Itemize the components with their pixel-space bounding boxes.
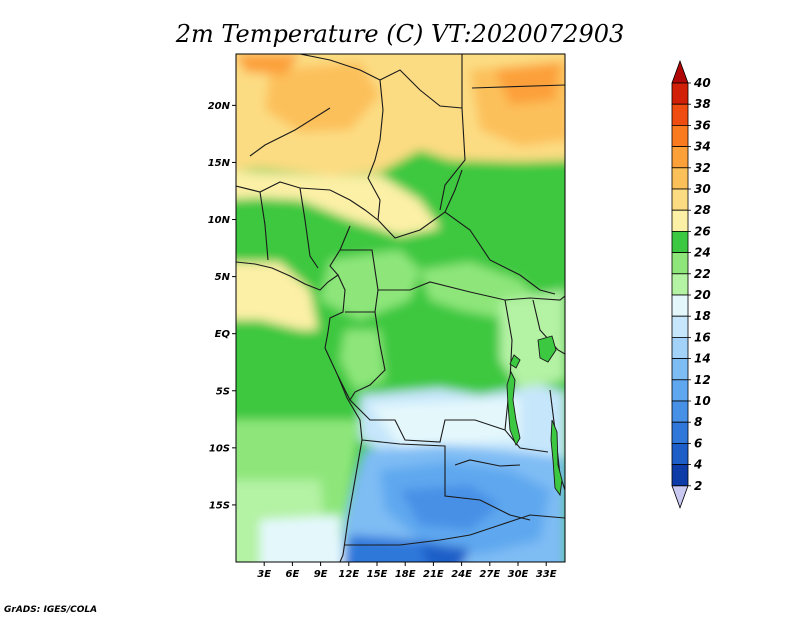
colorbar-swatch: [671, 167, 689, 190]
colorbar-label: 20: [694, 288, 711, 302]
lat-tick-label: 15N: [208, 158, 231, 169]
colorbar-swatch: [671, 252, 689, 275]
lon-tick-label: 18E: [395, 569, 416, 580]
colorbar-label: 16: [694, 330, 711, 344]
colorbar-label: 38: [694, 97, 711, 111]
colorbar-label: 34: [694, 140, 711, 154]
lat-tick-label: 5S: [216, 386, 230, 397]
map-frame: [235, 53, 566, 563]
colorbar-swatch: [671, 358, 689, 381]
colorbar-label: 26: [694, 224, 711, 238]
colorbar-swatch: [671, 82, 689, 105]
lon-tick-label: 12E: [338, 569, 359, 580]
lat-tick-label: 5N: [215, 272, 231, 283]
colorbar-swatch: [671, 315, 689, 338]
colorbar-swatch: [671, 464, 689, 487]
lat-tick-label: 20N: [208, 101, 231, 112]
colorbar-label: 2: [694, 479, 702, 493]
temperature-field: [236, 54, 565, 562]
colorbar-swatch: [671, 273, 689, 296]
colorbar-swatch: [671, 209, 689, 232]
colorbar-swatch: [671, 125, 689, 148]
latitude-axis: 20N 15N 10N 5N EQ 5S 10S 15S: [208, 101, 236, 511]
lat-tick-label: 10N: [208, 215, 231, 226]
colorbar-label: 18: [694, 309, 711, 323]
lon-tick-label: 30E: [508, 569, 529, 580]
lon-tick-label: 27E: [479, 569, 500, 580]
lon-tick-label: 21E: [423, 569, 444, 580]
colorbar-label: 22: [694, 267, 711, 281]
colorbar-min-arrow: [671, 485, 689, 509]
colorbar-label: 24: [694, 246, 711, 260]
colorbar-label: 40: [693, 76, 711, 90]
grads-credit: GrADS: IGES/COLA: [4, 605, 97, 615]
colorbar-label: 12: [694, 373, 711, 387]
lon-tick-label: 24E: [451, 569, 472, 580]
colorbar-label: 32: [694, 161, 711, 175]
lon-tick-label: 15E: [367, 569, 388, 580]
colorbar-max-arrow: [671, 59, 689, 84]
lat-tick-label: 15S: [209, 500, 230, 511]
colorbar-label: 8: [694, 415, 702, 429]
colorbar-swatch: [671, 230, 689, 253]
map-title: 2m Temperature (C) VT:2020072903: [175, 20, 625, 48]
colorbar-swatch: [671, 336, 689, 359]
colorbar-swatch: [671, 188, 689, 211]
colorbar-swatch: [671, 294, 689, 317]
lat-tick-label: EQ: [215, 329, 231, 340]
colorbar-swatch: [671, 146, 689, 169]
lon-tick-label: 9E: [314, 569, 328, 580]
colorbar-swatch: [671, 442, 689, 465]
colorbar-label: 10: [694, 394, 711, 408]
colorbar-label: 14: [694, 352, 711, 366]
longitude-axis: 3E 6E 9E 12E 15E 18E 21E 24E 27E 30E 33E: [257, 562, 557, 580]
colorbar-swatch: [671, 421, 689, 444]
colorbar-swatch: [671, 379, 689, 402]
colorbar-swatch: [671, 103, 689, 126]
colorbar-label: 36: [694, 118, 711, 132]
lon-tick-label: 33E: [536, 569, 557, 580]
colorbar-label: 4: [693, 458, 702, 472]
country-borders: [236, 54, 565, 562]
colorbar-label: 6: [694, 436, 702, 450]
lat-tick-label: 10S: [209, 443, 230, 454]
colorbar-label: 30: [694, 182, 711, 196]
colorbar-swatch: [671, 400, 689, 423]
colorbar-label: 28: [694, 203, 711, 217]
colorbar-legend: 40 38 36 34 32 30 28 26 24 22 20 18 16 14 12 10 8 6 4 2: [671, 59, 711, 509]
lon-tick-label: 3E: [257, 569, 271, 580]
lon-tick-label: 6E: [286, 569, 300, 580]
